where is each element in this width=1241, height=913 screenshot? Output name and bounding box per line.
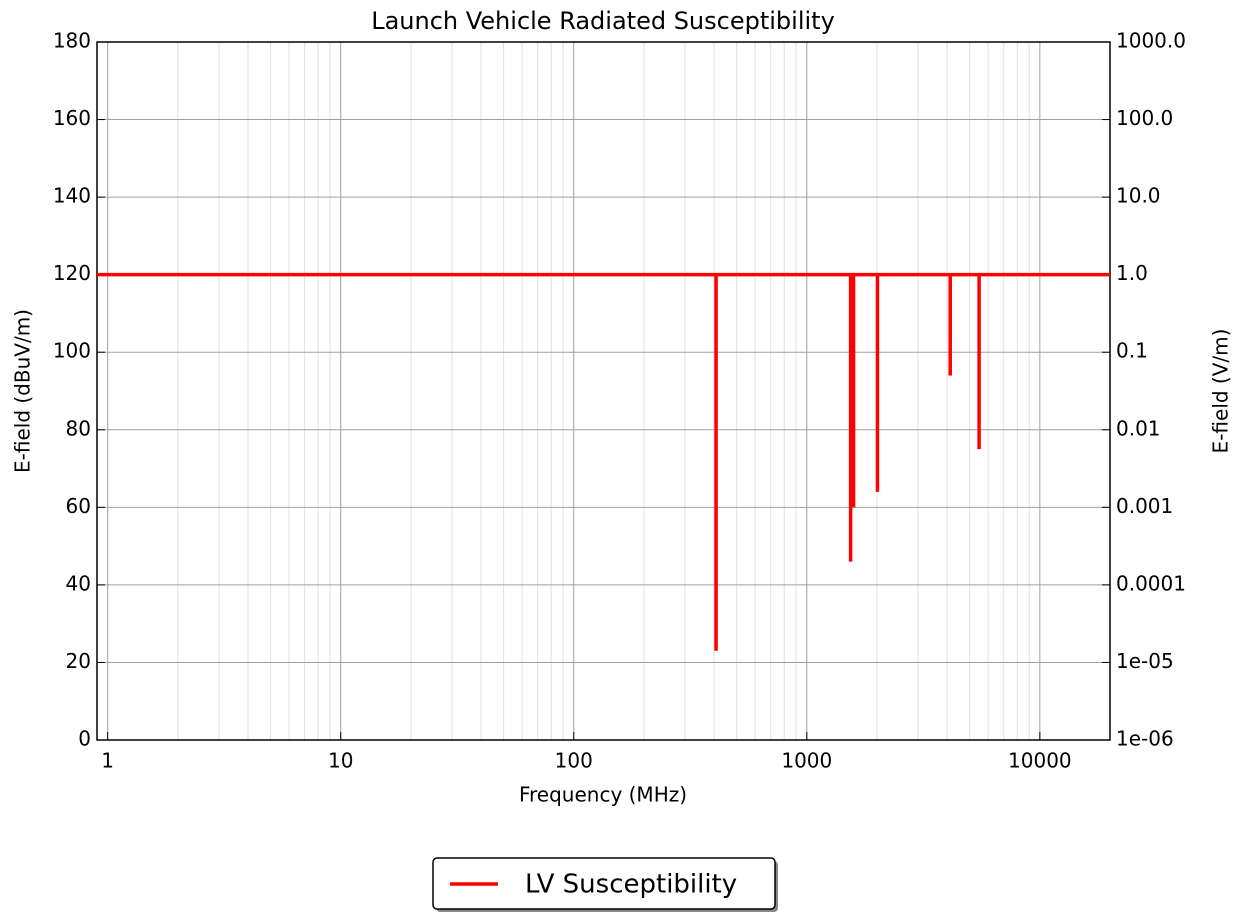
y2-tick-label: 1000.0 — [1116, 29, 1186, 53]
y2-tick-label: 10.0 — [1116, 184, 1161, 208]
y2-axis-label: E-field (V/m) — [1209, 329, 1233, 454]
y2-tick-label: 1.0 — [1116, 261, 1148, 285]
legend-label: LV Susceptibility — [525, 870, 737, 900]
x-axis-label: Frequency (MHz) — [519, 783, 687, 807]
y2-tick-label: 0.1 — [1116, 339, 1148, 363]
legend: LV Susceptibility — [432, 857, 778, 912]
x-tick-label: 1 — [101, 749, 114, 773]
y-tick-label: 60 — [66, 494, 91, 518]
y-tick-label: 180 — [53, 29, 91, 53]
y-tick-label: 100 — [53, 339, 91, 363]
x-tick-label: 1000 — [781, 749, 832, 773]
y-tick-label: 120 — [53, 261, 91, 285]
y-axis-label: E-field (dBuV/m) — [11, 309, 35, 473]
data-line — [97, 272, 1110, 651]
x-tick-label: 10000 — [1008, 749, 1072, 773]
y-tick-label: 80 — [66, 416, 91, 440]
plot-frame — [96, 41, 1111, 741]
y-tick-label: 0 — [78, 727, 91, 751]
y-tick-label: 20 — [66, 649, 91, 673]
y-tick-label: 40 — [66, 571, 91, 595]
y2-tick-label: 1e-06 — [1116, 727, 1174, 751]
x-tick-label: 100 — [555, 749, 593, 773]
y-tick-label: 160 — [53, 106, 91, 130]
y2-tick-label: 0.001 — [1116, 494, 1173, 518]
y2-tick-label: 100.0 — [1116, 106, 1173, 130]
y2-tick-label: 1e-05 — [1116, 649, 1174, 673]
y2-tick-label: 0.01 — [1116, 416, 1161, 440]
plot-lines — [97, 272, 1110, 651]
legend-frame — [432, 857, 776, 910]
y2-tick-label: 0.0001 — [1116, 571, 1186, 595]
x-tick-label: 10 — [328, 749, 353, 773]
y-tick-label: 140 — [53, 184, 91, 208]
chart-title: Launch Vehicle Radiated Susceptibility — [371, 7, 835, 35]
